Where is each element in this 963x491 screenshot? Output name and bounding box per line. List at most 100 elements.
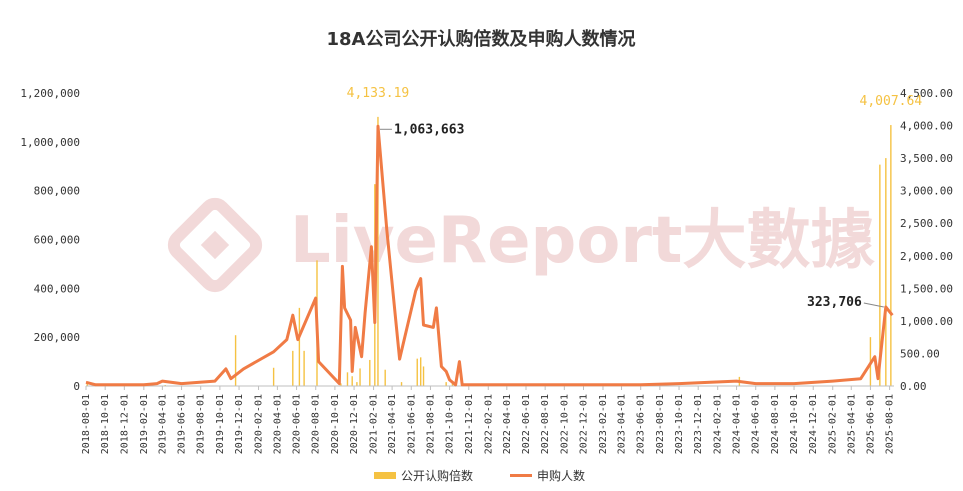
bar: [298, 307, 301, 386]
x-axis-tick-label: 2020-04-01: [272, 394, 283, 454]
bar: [416, 358, 418, 386]
right-axis-tick-label: 2,500.00: [900, 217, 953, 230]
right-axis-tick-label: 500.00: [900, 347, 940, 360]
x-axis-tick-label: 2021-10-01: [445, 394, 456, 454]
x-axis-tick-label: 2018-08-01: [81, 394, 92, 454]
bar: [422, 366, 425, 386]
legend-swatch-bar: [374, 472, 396, 479]
x-axis-tick-label: 2019-12-01: [234, 394, 245, 454]
x-axis-tick-label: 2023-02-01: [598, 394, 609, 454]
data-label-applicants: 1,063,663: [394, 122, 464, 137]
x-axis-tick-label: 2021-08-01: [425, 394, 436, 454]
x-axis-tick-label: 2022-10-01: [559, 394, 570, 454]
x-axis-tick-label: 2020-08-01: [311, 394, 322, 454]
x-axis-tick-label: 2024-06-01: [751, 394, 762, 454]
bar: [303, 350, 305, 386]
bar: [369, 359, 371, 386]
x-axis-tick-label: 2024-10-01: [789, 394, 800, 454]
left-axis-tick-label: 800,000: [34, 185, 80, 198]
x-axis-tick-label: 2024-08-01: [770, 394, 781, 454]
bar: [86, 384, 88, 386]
bar: [234, 335, 237, 386]
bar: [292, 350, 294, 386]
bar: [272, 367, 275, 386]
bar: [384, 369, 386, 386]
bar: [445, 382, 447, 386]
legend-label: 申购人数: [537, 468, 585, 483]
right-axis-tick-label: 4,500.00: [900, 87, 953, 100]
annotations: 4,133.19 1,063,663 4,007.64 323,706: [347, 86, 923, 310]
data-label-subscription-multiple: 4,133.19: [347, 86, 410, 101]
x-axis-tick-label: 2024-04-01: [732, 394, 743, 454]
x-axis-tick-label: 2024-02-01: [713, 394, 724, 454]
x-axis: 2018-08-01 2018-10-01 2018-12-01 2019-02-01…: [81, 385, 896, 454]
right-axis-tick-label: 1,500.00: [900, 282, 953, 295]
bar: [377, 116, 379, 386]
x-axis-tick-label: 2023-04-01: [617, 394, 628, 454]
x-axis-tick-label: 2020-02-01: [254, 394, 265, 454]
data-label-subscription-multiple: 4,007.64: [860, 94, 923, 109]
bar: [346, 372, 349, 386]
x-axis-tick-label: 2020-06-01: [292, 394, 303, 454]
bar: [879, 164, 881, 386]
x-axis-tick-label: 2019-06-01: [177, 394, 188, 454]
x-axis-tick-label: 2022-02-01: [483, 394, 494, 454]
x-axis-tick-label: 2022-06-01: [521, 394, 532, 454]
x-axis-tick-label: 2023-12-01: [693, 394, 704, 454]
x-axis-tick-label: 2025-04-01: [846, 394, 857, 454]
x-axis-tick-label: 2025-08-01: [885, 394, 896, 454]
right-axis-tick-label: 1,000.00: [900, 315, 953, 328]
data-label-applicants: 323,706: [807, 295, 862, 310]
right-axis-tick-label: 3,000.00: [900, 185, 953, 198]
line-series: [85, 124, 894, 387]
left-axis-tick-label: 600,000: [34, 234, 80, 247]
right-axis-tick-label: 2,000.00: [900, 250, 953, 263]
right-axis: 0.00 500.00 1,000.00 1,500.00 2,000.00 2,500.…: [900, 87, 953, 393]
right-axis-tick-label: 4,000.00: [900, 120, 953, 133]
bar: [340, 383, 342, 386]
x-axis-tick-label: 2019-04-01: [157, 394, 168, 454]
x-axis-tick-label: 2019-02-01: [139, 394, 150, 454]
bar: [420, 357, 422, 386]
x-axis-tick-label: 2018-10-01: [100, 394, 111, 454]
bar: [359, 368, 361, 386]
x-axis-tick-label: 2019-10-01: [215, 394, 226, 454]
legend-label: 公开认购倍数: [401, 468, 473, 483]
legend: 公开认购倍数 申购人数: [374, 468, 585, 483]
bar: [351, 376, 353, 386]
right-axis-tick-label: 3,500.00: [900, 152, 953, 165]
x-axis-tick-label: 2021-06-01: [406, 394, 417, 454]
x-axis-tick-label: 2021-12-01: [464, 394, 475, 454]
bar: [451, 383, 454, 386]
left-axis-tick-label: 0: [73, 380, 80, 393]
right-axis-tick-label: 0.00: [900, 380, 927, 393]
left-axis-tick-label: 1,200,000: [20, 87, 80, 100]
left-axis: 0 200,000 400,000 600,000 800,000 1,000,000 1,…: [20, 87, 80, 393]
x-axis-tick-label: 2022-12-01: [578, 394, 589, 454]
x-axis-tick-label: 2022-08-01: [540, 394, 551, 454]
left-axis-tick-label: 400,000: [34, 282, 80, 295]
x-axis-tick-label: 2020-12-01: [349, 394, 360, 454]
x-axis-tick-label: 2025-06-01: [865, 394, 876, 454]
watermark: LiveReport大數據: [167, 197, 875, 293]
x-axis-tick-label: 2020-10-01: [330, 394, 341, 454]
bar: [890, 125, 892, 386]
data-label-leader-line: [863, 302, 884, 308]
x-axis-tick-label: 2023-06-01: [636, 394, 647, 454]
bar: [356, 382, 358, 386]
left-axis-tick-label: 1,000,000: [20, 136, 80, 149]
x-axis-tick-label: 2023-10-01: [674, 394, 685, 454]
x-axis-tick-label: 2022-04-01: [502, 394, 513, 454]
x-axis-tick-label: 2019-08-01: [196, 394, 207, 454]
left-axis-tick-label: 200,000: [34, 331, 80, 344]
bar: [885, 158, 887, 386]
x-axis-tick-label: 2025-02-01: [828, 394, 839, 454]
chart-title: 18A公司公开认购倍数及申购人数情况: [327, 28, 636, 50]
x-axis-tick-label: 2024-12-01: [808, 394, 819, 454]
watermark-logo-icon: [167, 197, 263, 293]
bar: [400, 382, 403, 386]
x-axis-tick-label: 2023-08-01: [655, 394, 666, 454]
x-axis-tick-label: 2021-02-01: [369, 394, 380, 454]
x-axis-tick-label: 2021-04-01: [387, 394, 398, 454]
